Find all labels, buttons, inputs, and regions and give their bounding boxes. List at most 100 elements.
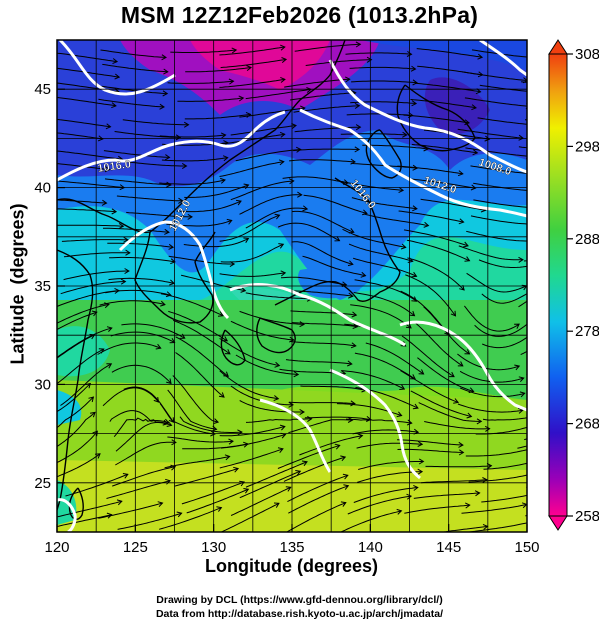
wind-arrowhead	[176, 511, 183, 518]
wind-arrowhead	[586, 401, 591, 406]
wind-arrowhead	[280, 44, 286, 51]
wind-streamline	[425, 465, 492, 468]
wind-arrowhead	[411, 100, 418, 107]
wind-arrowhead	[238, 95, 245, 102]
wind-streamline	[57, 163, 110, 171]
wind-arrowhead	[216, 506, 223, 512]
wind-streamline	[479, 84, 527, 92]
wind-streamline	[230, 125, 297, 136]
wind-streamline	[363, 213, 429, 227]
wind-arrowhead	[482, 477, 488, 484]
wind-arrowhead	[400, 243, 407, 250]
wind-streamline	[100, 49, 167, 58]
wind-streamline	[121, 323, 185, 339]
wind-streamline	[410, 99, 477, 109]
wind-arrowhead	[514, 323, 520, 329]
wind-arrowhead	[277, 447, 284, 454]
wind-arrowhead	[334, 443, 341, 450]
wind-arrowhead	[535, 422, 540, 427]
wind-streamline	[97, 342, 161, 355]
wind-streamline	[481, 494, 527, 503]
wind-arrowhead	[340, 501, 347, 507]
wind-streamline	[181, 481, 245, 505]
wind-streamline	[167, 80, 234, 84]
wind-arrowhead	[124, 268, 130, 275]
wind-arrowhead	[462, 241, 469, 248]
wind-arrowhead	[295, 470, 302, 476]
wind-streamline	[457, 353, 520, 371]
wind-streamline	[103, 150, 170, 158]
wind-streamline	[345, 52, 412, 55]
credit-drawing: Drawing by DCL (https://www.gfd-dennou.o…	[156, 594, 443, 606]
wind-streamline	[219, 272, 286, 277]
wind-streamline	[122, 119, 189, 126]
wind-streamline	[483, 462, 527, 470]
wind-arrowhead	[233, 466, 240, 473]
wind-arrowhead	[569, 316, 574, 321]
wind-arrowhead	[449, 371, 455, 378]
wind-streamline	[299, 435, 363, 456]
wind-arrowhead	[529, 520, 534, 525]
wind-streamline	[420, 198, 486, 211]
wind-streamline	[289, 159, 356, 163]
wind-arrowhead	[457, 361, 464, 367]
wind-streamline	[57, 348, 105, 385]
wind-streamline	[104, 178, 171, 186]
wind-streamline	[536, 197, 599, 199]
wind-arrowhead	[517, 407, 524, 414]
wind-arrowhead	[357, 433, 364, 440]
wind-streamline	[60, 281, 126, 295]
wind-arrowhead	[413, 484, 419, 491]
wind-streamline	[351, 197, 417, 210]
wind-arrowhead	[163, 68, 169, 75]
wind-streamline	[57, 96, 116, 107]
wind-streamline	[350, 304, 412, 329]
wind-arrowhead	[243, 237, 250, 243]
wind-streamline	[185, 67, 252, 73]
isobar-label: 1016.0	[97, 158, 132, 175]
wind-arrowhead	[592, 304, 597, 309]
wind-arrowhead	[466, 412, 473, 419]
wind-arrowhead	[484, 425, 491, 432]
wind-streamline	[239, 107, 305, 118]
wind-arrowhead	[226, 218, 233, 225]
wind-streamline	[102, 387, 159, 407]
wind-arrowhead	[348, 292, 354, 299]
wind-arrowhead	[301, 460, 308, 467]
wind-arrowhead	[224, 454, 231, 461]
wind-arrowhead	[418, 458, 425, 465]
wind-streamline	[116, 195, 183, 202]
wind-streamline	[462, 71, 527, 82]
wind-arrowhead	[474, 490, 481, 497]
wind-arrowhead	[519, 391, 526, 398]
x-tick-label: 130	[201, 539, 226, 556]
wind-arrowhead	[293, 371, 300, 378]
wind-streamline	[403, 114, 470, 124]
wind-arrowhead	[220, 132, 227, 139]
wind-arrowhead	[350, 400, 356, 407]
wind-arrowhead	[112, 58, 119, 65]
wind-arrowhead	[423, 221, 430, 228]
wind-arrowhead	[584, 467, 589, 472]
wind-arrowhead	[464, 256, 471, 262]
wind-arrowhead	[412, 79, 418, 86]
wind-streamline	[220, 502, 280, 532]
wind-streamline	[57, 150, 123, 160]
wind-streamline	[57, 208, 117, 213]
wind-streamline	[404, 504, 470, 514]
wind-streamline	[397, 439, 463, 446]
x-tick-label: 140	[358, 539, 383, 556]
wind-streamline	[57, 453, 101, 478]
wind-arrowhead	[534, 189, 539, 194]
wind-arrowhead	[471, 104, 477, 111]
wind-arrowhead	[213, 418, 220, 425]
wind-arrowhead	[583, 81, 587, 86]
wind-streamline	[457, 403, 523, 413]
wind-streamline	[365, 342, 424, 375]
wind-arrowhead	[278, 159, 285, 166]
wind-streamline	[478, 259, 527, 268]
wind-streamline	[99, 300, 166, 306]
wind-streamline	[219, 337, 280, 367]
wind-streamline	[353, 292, 415, 317]
wind-arrowhead	[577, 340, 582, 344]
